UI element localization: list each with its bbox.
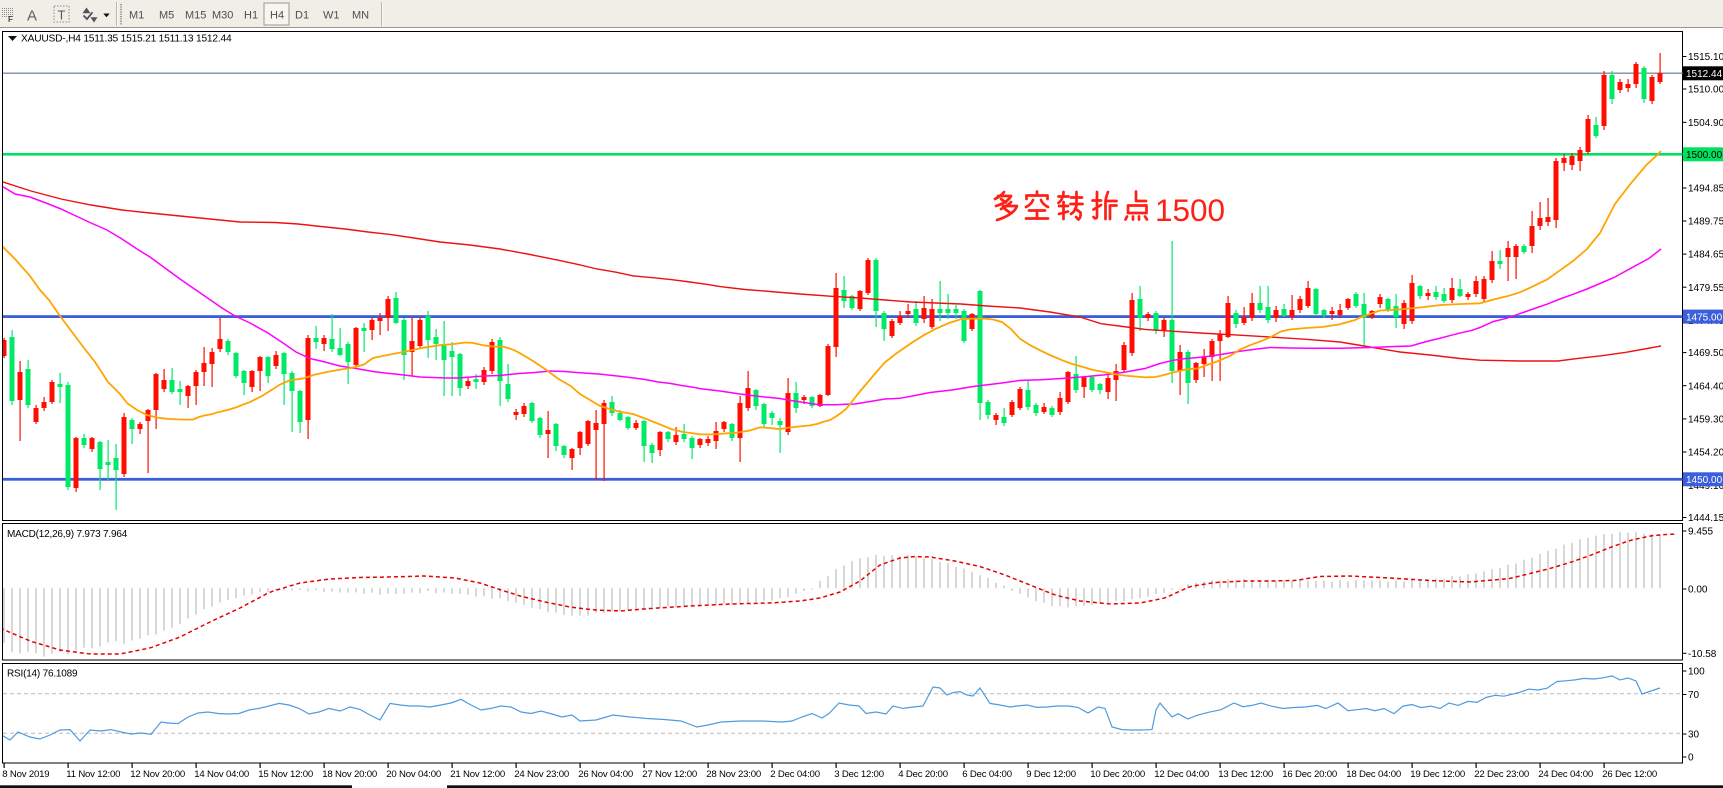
svg-text:9.455: 9.455 [1688, 527, 1713, 538]
svg-text:8 Nov 2019: 8 Nov 2019 [2, 769, 49, 780]
svg-text:1500: 1500 [1155, 192, 1225, 228]
svg-text:M15: M15 [185, 10, 206, 22]
svg-text:18 Dec 04:00: 18 Dec 04:00 [1346, 769, 1401, 780]
svg-text:T: T [58, 8, 66, 23]
svg-text:4 Dec 20:00: 4 Dec 20:00 [898, 769, 948, 780]
svg-text:26 Nov 04:00: 26 Nov 04:00 [578, 769, 633, 780]
svg-text:M30: M30 [212, 10, 233, 22]
svg-text:22 Dec 23:00: 22 Dec 23:00 [1474, 769, 1529, 780]
svg-text:1515.10: 1515.10 [1688, 52, 1723, 63]
svg-text:15 Nov 12:00: 15 Nov 12:00 [258, 769, 313, 780]
svg-text:27 Nov 12:00: 27 Nov 12:00 [642, 769, 697, 780]
svg-text:26 Dec 12:00: 26 Dec 12:00 [1602, 769, 1657, 780]
svg-text:6 Dec 04:00: 6 Dec 04:00 [962, 769, 1012, 780]
svg-text:3 Dec 12:00: 3 Dec 12:00 [834, 769, 884, 780]
svg-text:-10.58: -10.58 [1688, 649, 1717, 660]
svg-text:1489.75: 1489.75 [1688, 217, 1723, 228]
svg-text:13 Dec 12:00: 13 Dec 12:00 [1218, 769, 1273, 780]
svg-text:18 Nov 20:00: 18 Nov 20:00 [322, 769, 377, 780]
svg-text:24 Nov 23:00: 24 Nov 23:00 [514, 769, 569, 780]
svg-text:0: 0 [1688, 753, 1694, 764]
svg-text:MN: MN [352, 10, 369, 22]
svg-text:12 Nov 20:00: 12 Nov 20:00 [130, 769, 185, 780]
svg-text:W1: W1 [323, 10, 340, 22]
svg-text:14 Nov 04:00: 14 Nov 04:00 [194, 769, 249, 780]
svg-text:MACD(12,26,9) 7.973 7.964: MACD(12,26,9) 7.973 7.964 [7, 529, 128, 540]
svg-text:XAUUSD-,H4 1511.35 1515.21 15: XAUUSD-,H4 1511.35 1515.21 1511.13 1512.… [21, 34, 232, 45]
svg-text:9 Dec 12:00: 9 Dec 12:00 [1026, 769, 1076, 780]
svg-text:1459.30: 1459.30 [1688, 415, 1723, 426]
svg-text:1444.15: 1444.15 [1688, 513, 1723, 524]
svg-text:11 Nov 12:00: 11 Nov 12:00 [66, 769, 120, 780]
svg-text:70: 70 [1688, 690, 1700, 701]
svg-text:10 Dec 20:00: 10 Dec 20:00 [1090, 769, 1145, 780]
svg-text:1469.50: 1469.50 [1688, 348, 1723, 359]
svg-text:F: F [8, 15, 13, 24]
svg-text:RSI(14) 76.1089: RSI(14) 76.1089 [7, 669, 78, 680]
svg-text:1504.90: 1504.90 [1688, 118, 1723, 129]
svg-text:0.00: 0.00 [1688, 585, 1708, 596]
svg-text:1500.00: 1500.00 [1686, 150, 1723, 161]
svg-text:1494.85: 1494.85 [1688, 184, 1723, 195]
svg-text:1464.40: 1464.40 [1688, 381, 1723, 392]
svg-text:M5: M5 [159, 10, 174, 22]
svg-text:1484.65: 1484.65 [1688, 250, 1723, 261]
svg-text:100: 100 [1688, 667, 1705, 678]
svg-text:20 Nov 04:00: 20 Nov 04:00 [386, 769, 441, 780]
svg-text:1479.55: 1479.55 [1688, 283, 1723, 294]
svg-text:2 Dec 04:00: 2 Dec 04:00 [770, 769, 820, 780]
svg-text:16 Dec 20:00: 16 Dec 20:00 [1282, 769, 1337, 780]
svg-text:28 Nov 23:00: 28 Nov 23:00 [706, 769, 761, 780]
svg-text:A: A [27, 8, 37, 25]
svg-text:12 Dec 04:00: 12 Dec 04:00 [1154, 769, 1209, 780]
svg-text:H4: H4 [270, 10, 284, 22]
svg-text:21 Nov 12:00: 21 Nov 12:00 [450, 769, 505, 780]
svg-text:1450.00: 1450.00 [1686, 475, 1723, 486]
svg-text:D1: D1 [295, 10, 309, 22]
svg-text:24 Dec 04:00: 24 Dec 04:00 [1538, 769, 1593, 780]
svg-text:1454.20: 1454.20 [1688, 448, 1723, 459]
svg-text:30: 30 [1688, 730, 1700, 741]
svg-text:M1: M1 [129, 10, 144, 22]
svg-text:1512.44: 1512.44 [1686, 69, 1723, 80]
svg-text:H1: H1 [244, 10, 258, 22]
svg-text:1510.00: 1510.00 [1688, 85, 1723, 96]
svg-text:19 Dec 12:00: 19 Dec 12:00 [1410, 769, 1465, 780]
svg-text:1475.00: 1475.00 [1686, 312, 1723, 323]
